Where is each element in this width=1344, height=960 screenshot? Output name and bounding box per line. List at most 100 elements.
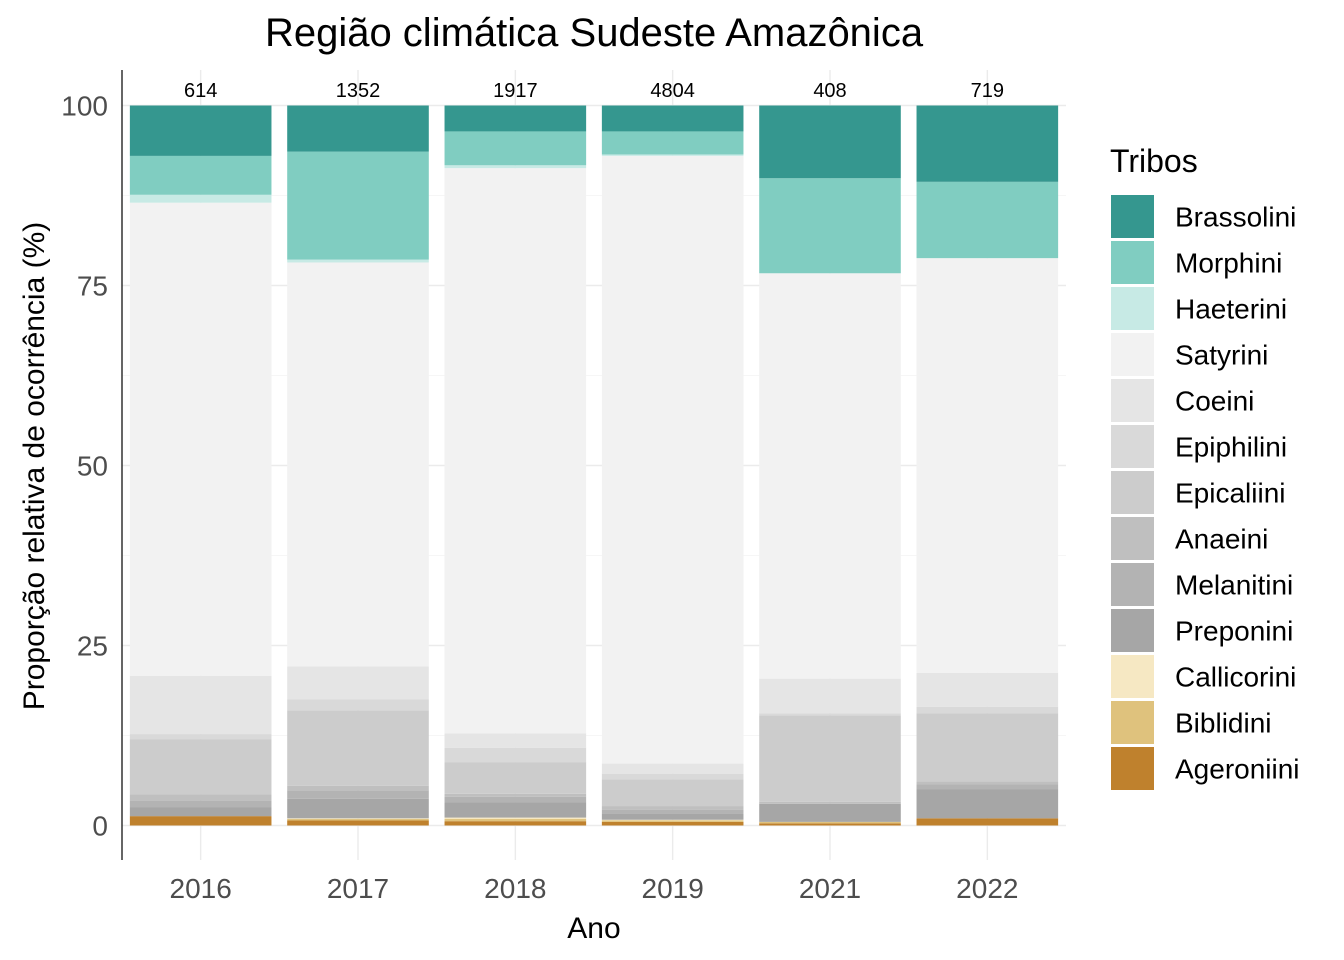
y-tick-label: 0 — [92, 811, 108, 842]
bar-total-labels: 614 1352 1917 4804 408 719 — [184, 80, 1004, 102]
legend-key-preponini — [1111, 609, 1154, 652]
bar-segment-biblidini — [287, 819, 429, 821]
chart-title: Região climática Sudeste Amazônica — [265, 11, 924, 55]
bar-segment-preponini — [601, 813, 744, 820]
y-tick-label: 50 — [77, 451, 108, 482]
bar-segment-callicorini — [601, 819, 744, 821]
bar-segment-ageroniini — [287, 820, 429, 826]
bar-segment-melanitini — [287, 790, 429, 799]
legend-key-coeini — [1111, 379, 1154, 422]
bar-segment-epiphilini — [287, 699, 429, 711]
bar-segment-morphini — [601, 131, 744, 155]
bar-segment-coeini — [601, 763, 744, 774]
legend-key-ageroniini — [1111, 747, 1154, 790]
bar-segment-ageroniini — [759, 823, 901, 826]
y-tick-label: 75 — [77, 271, 108, 302]
x-tick-label: 2018 — [484, 873, 546, 904]
bar-segment-epiphilini — [129, 734, 272, 740]
legend-label: Epicaliini — [1175, 478, 1286, 509]
legend-key-brassolini — [1111, 195, 1154, 238]
x-tick-label: 2022 — [956, 873, 1018, 904]
bars — [129, 105, 1059, 826]
legend-label: Preponini — [1175, 616, 1293, 647]
bar-segment-anaeini — [444, 793, 587, 797]
bar-segment-anaeini — [601, 806, 744, 810]
bar-segment-coeini — [916, 672, 1059, 707]
bar-segment-ageroniini — [601, 821, 744, 826]
bar-segment-epicaliini — [601, 779, 744, 807]
legend-key-satyrini — [1111, 333, 1154, 376]
y-axis-title: Proporção relativa de ocorrência (%) — [18, 222, 51, 711]
bar-segment-coeini — [129, 675, 272, 735]
legend-key-epiphilini — [1111, 425, 1154, 468]
bar-segment-morphini — [759, 178, 901, 274]
bar-segment-haeterini — [601, 154, 744, 156]
bar-total-label: 719 — [971, 80, 1004, 102]
bar-segment-coeini — [287, 666, 429, 700]
bar-segment-preponini — [129, 807, 272, 817]
bar-segment-epicaliini — [916, 713, 1059, 782]
bar-segment-satyrini — [444, 168, 587, 734]
bar-segment-epiphilini — [601, 773, 744, 780]
legend-key-morphini — [1111, 241, 1154, 284]
bar-segment-haeterini — [287, 259, 429, 263]
bar-stack-2022 — [916, 105, 1059, 826]
bar-segment-epicaliini — [759, 715, 901, 802]
bar-segment-preponini — [287, 798, 429, 819]
bar-segment-satyrini — [287, 262, 429, 667]
bar-segment-morphini — [916, 181, 1059, 259]
bar-segment-brassolini — [601, 105, 744, 132]
bar-segment-melanitini — [601, 809, 744, 814]
bar-segment-epicaliini — [287, 710, 429, 786]
bar-segment-ageroniini — [444, 821, 587, 826]
legend-label: Anaeini — [1175, 524, 1268, 555]
legend-label: Satyrini — [1175, 340, 1268, 371]
bar-segment-melanitini — [129, 800, 272, 808]
bar-segment-ageroniini — [129, 816, 272, 826]
x-tick-label: 2016 — [170, 873, 232, 904]
bar-stack-2019 — [601, 105, 744, 826]
bar-total-label: 408 — [813, 80, 846, 102]
bar-stack-2017 — [287, 105, 429, 826]
bar-segment-brassolini — [129, 105, 272, 156]
bar-total-label: 614 — [184, 80, 217, 102]
bar-segment-morphini — [129, 155, 272, 195]
bar-segment-biblidini — [444, 819, 587, 822]
bar-segment-callicorini — [444, 817, 587, 820]
bar-segment-brassolini — [759, 105, 901, 179]
x-tick-label: 2017 — [327, 873, 389, 904]
legend-label: Brassolini — [1175, 202, 1296, 233]
legend-label: Coeini — [1175, 386, 1254, 417]
bar-segment-brassolini — [916, 105, 1059, 182]
bar-segment-brassolini — [287, 105, 429, 152]
legend-title: Tribos — [1110, 143, 1198, 179]
bar-total-label: 4804 — [650, 80, 695, 102]
bar-segment-morphini — [444, 131, 587, 166]
legend-key-callicorini — [1111, 655, 1154, 698]
bar-segment-biblidini — [759, 821, 901, 824]
bar-segment-callicorini — [287, 818, 429, 820]
bar-segment-anaeini — [916, 781, 1059, 785]
bar-segment-satyrini — [129, 202, 272, 676]
legend-label: Ageroniini — [1175, 754, 1300, 785]
legend-key-biblidini — [1111, 701, 1154, 744]
legend-label: Melanitini — [1175, 570, 1293, 601]
bar-segment-brassolini — [444, 105, 587, 132]
legend-label: Biblidini — [1175, 708, 1272, 739]
legend-label: Haeterini — [1175, 294, 1287, 325]
y-tick-label: 100 — [61, 91, 108, 122]
bar-segment-ageroniini — [916, 818, 1059, 826]
legend-label: Callicorini — [1175, 662, 1296, 693]
bar-segment-preponini — [916, 789, 1059, 819]
x-axis-title: Ano — [567, 912, 620, 945]
bar-segment-anaeini — [129, 794, 272, 801]
bar-segment-epiphilini — [759, 713, 901, 716]
bar-segment-biblidini — [601, 820, 744, 822]
legend-key-melanitini — [1111, 563, 1154, 606]
legend: Tribos Brassolini Morphini Haeterini Satyri… — [1110, 143, 1300, 790]
bar-segment-preponini — [759, 803, 901, 822]
bar-segment-coeini — [759, 678, 901, 714]
bar-segment-satyrini — [601, 155, 744, 764]
bar-segment-morphini — [287, 151, 429, 260]
